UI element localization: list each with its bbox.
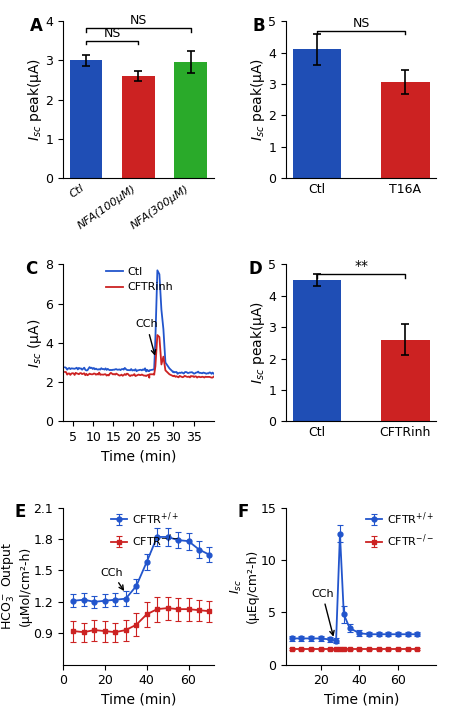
- Ctl: [155, 266, 160, 274]
- CFTRinh: [152, 370, 157, 378]
- Y-axis label: $I_{sc}$ (μA): $I_{sc}$ (μA): [26, 318, 44, 368]
- Bar: [122, 76, 154, 178]
- Text: E: E: [15, 503, 26, 521]
- Ctl: [63, 363, 69, 372]
- Ctl: [209, 370, 214, 378]
- Bar: [70, 60, 102, 178]
- CFTRinh: [146, 370, 151, 379]
- CFTRinh: [147, 373, 152, 382]
- Bar: [381, 340, 430, 421]
- Text: **: **: [354, 259, 368, 273]
- Text: D: D: [248, 259, 262, 278]
- Ctl: [211, 369, 216, 378]
- Text: NS: NS: [104, 27, 121, 40]
- Y-axis label: $I_{sc}$ peak(μA): $I_{sc}$ peak(μA): [249, 58, 267, 141]
- Bar: [293, 49, 341, 178]
- CFTRinh: [155, 331, 160, 339]
- CFTRinh: [139, 370, 144, 379]
- Text: B: B: [253, 16, 266, 35]
- Text: NS: NS: [352, 17, 370, 30]
- Text: CCh: CCh: [135, 319, 158, 354]
- Ctl: [64, 366, 70, 374]
- Y-axis label: $I_{sc}$ peak(μA): $I_{sc}$ peak(μA): [249, 301, 267, 385]
- CFTRinh: [63, 368, 69, 376]
- X-axis label: Time (min): Time (min): [324, 693, 399, 707]
- Legend: Ctl, CFTRinh: Ctl, CFTRinh: [106, 267, 173, 293]
- Text: F: F: [238, 503, 249, 521]
- CFTRinh: [64, 370, 70, 379]
- Text: CCh: CCh: [311, 589, 334, 636]
- Ctl: [210, 368, 215, 377]
- Y-axis label: $I_{sc}$ peak(μA): $I_{sc}$ peak(μA): [26, 58, 44, 141]
- Bar: [381, 83, 430, 178]
- Line: Ctl: Ctl: [65, 270, 214, 374]
- CFTRinh: [211, 373, 216, 381]
- Y-axis label: HCO$_3^-$ Output
(μMol/cm²-h): HCO$_3^-$ Output (μMol/cm²-h): [0, 542, 32, 630]
- X-axis label: Time (min): Time (min): [101, 450, 176, 464]
- X-axis label: Time (min): Time (min): [101, 693, 176, 707]
- Ctl: [139, 366, 144, 375]
- Legend: CFTR$^{+/+}$, CFTR$^{-/-}$: CFTR$^{+/+}$, CFTR$^{-/-}$: [111, 510, 179, 549]
- Text: C: C: [25, 259, 38, 278]
- Ctl: [146, 367, 151, 375]
- CFTRinh: [62, 368, 68, 376]
- Text: A: A: [30, 16, 43, 35]
- Ctl: [151, 366, 156, 374]
- CFTRinh: [210, 373, 215, 382]
- Line: CFTRinh: CFTRinh: [65, 335, 214, 378]
- Text: CCh: CCh: [101, 568, 123, 590]
- Ctl: [62, 363, 68, 372]
- Y-axis label: $I_{sc}$
(μEq/cm²-h): $I_{sc}$ (μEq/cm²-h): [229, 549, 259, 624]
- Bar: [293, 280, 341, 421]
- Text: NS: NS: [130, 14, 147, 28]
- Bar: [174, 62, 207, 178]
- Legend: CFTR$^{+/+}$, CFTR$^{-/-}$: CFTR$^{+/+}$, CFTR$^{-/-}$: [366, 510, 434, 549]
